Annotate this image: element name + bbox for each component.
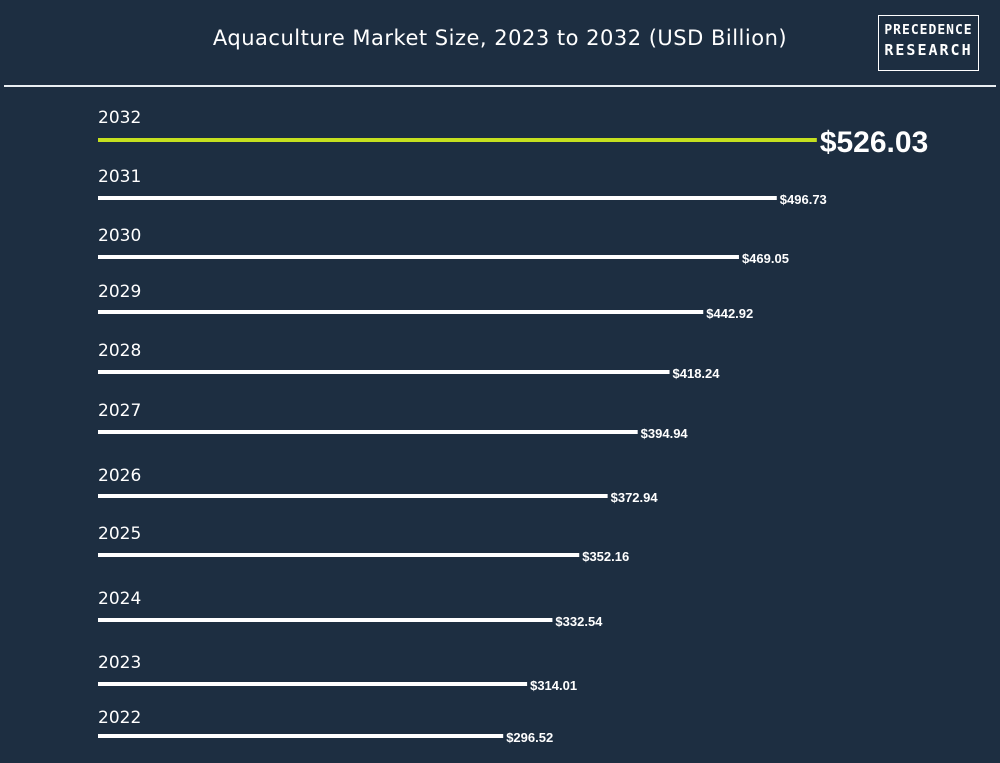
bar-2032 bbox=[98, 138, 817, 142]
value-label-2025: $352.16 bbox=[582, 549, 629, 564]
category-label-2031: 2031 bbox=[98, 167, 141, 187]
category-label-2022: 2022 bbox=[98, 708, 141, 728]
bar-2031 bbox=[98, 196, 777, 200]
value-label-2028: $418.24 bbox=[673, 366, 721, 381]
category-label-2024: 2024 bbox=[98, 589, 141, 609]
bar-2023 bbox=[98, 682, 528, 686]
category-label-2027: 2027 bbox=[98, 401, 141, 421]
bar-2026 bbox=[98, 494, 608, 498]
bar-2027 bbox=[98, 430, 638, 434]
category-label-2028: 2028 bbox=[98, 341, 141, 361]
bar-2030 bbox=[98, 255, 739, 259]
bar-2024 bbox=[98, 618, 553, 622]
value-label-2032: $526.03 bbox=[820, 126, 928, 159]
value-label-2027: $394.94 bbox=[641, 426, 689, 441]
value-label-2024: $332.54 bbox=[555, 614, 603, 629]
category-label-2032: 2032 bbox=[98, 108, 141, 128]
value-label-2026: $372.94 bbox=[611, 490, 659, 505]
bar-2028 bbox=[98, 370, 670, 374]
category-label-2023: 2023 bbox=[98, 653, 141, 673]
header-divider bbox=[4, 85, 996, 87]
bar-2029 bbox=[98, 310, 704, 314]
bar-2022 bbox=[98, 734, 504, 738]
logo-line-1: PRECEDENCE bbox=[884, 23, 973, 38]
value-label-2030: $469.05 bbox=[742, 251, 789, 266]
bar-2025 bbox=[98, 553, 580, 557]
category-label-2030: 2030 bbox=[98, 226, 141, 246]
value-label-2031: $496.73 bbox=[780, 192, 827, 207]
category-label-2025: 2025 bbox=[98, 524, 141, 544]
category-label-2029: 2029 bbox=[98, 282, 141, 302]
value-label-2022: $296.52 bbox=[506, 730, 553, 745]
precedence-research-logo: PRECEDENCE RESEARCH bbox=[878, 15, 979, 71]
logo-line-2: RESEARCH bbox=[884, 41, 973, 59]
value-label-2023: $314.01 bbox=[530, 678, 577, 693]
value-label-2029: $442.92 bbox=[706, 306, 753, 321]
category-label-2026: 2026 bbox=[98, 466, 141, 486]
chart-title: Aquaculture Market Size, 2023 to 2032 (U… bbox=[212, 26, 788, 50]
